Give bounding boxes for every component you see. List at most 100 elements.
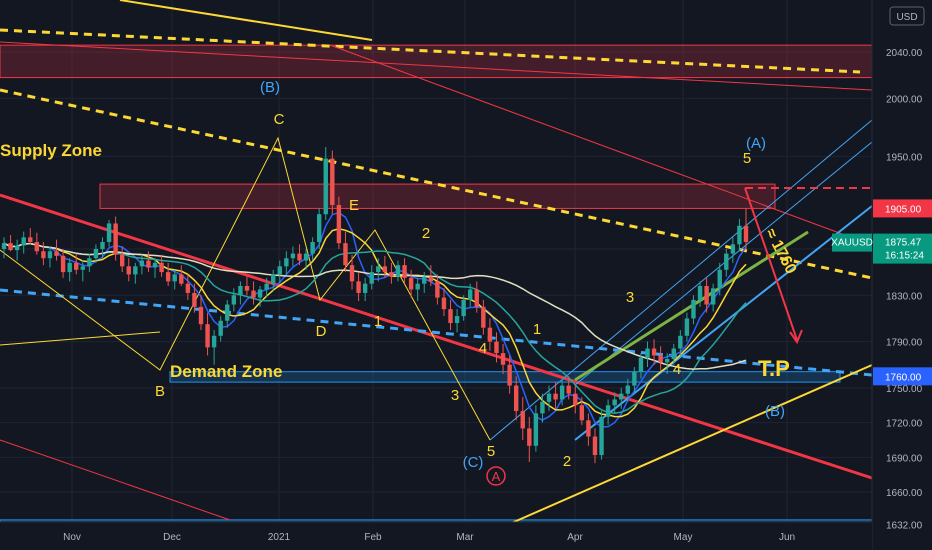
price-tick-label: 1750.00 [886,384,923,395]
time-tick-label: Jun [779,532,795,543]
candle-body [513,385,519,412]
candle-body [665,358,670,363]
price-tick-label: 1720.00 [886,419,923,430]
candle-body [225,304,230,321]
countdown-label: 16:15:24 [885,251,924,262]
price-tag [873,367,932,386]
candle-body [422,276,427,284]
time-tick-label: Dec [163,532,181,543]
candle-body [271,274,276,284]
candle-body [743,225,749,242]
candle-body [540,401,545,414]
candle-body [47,251,53,259]
candle-body [257,289,263,298]
wave-label: B [155,383,165,400]
candle-body [119,254,125,267]
candle-body [625,385,631,394]
candle-body [678,335,683,349]
candle-body [218,320,223,336]
candle-body [41,251,46,259]
candle-body [487,327,493,342]
candle-body [717,269,722,289]
wave-label-blue: (B) [765,403,785,420]
candle-body [481,306,486,328]
trend-line [0,28,861,74]
trend-line [0,88,873,280]
price-tick-label: 1830.00 [886,291,923,302]
wave-label: 2 [422,225,430,242]
candle-body [349,265,355,282]
candle-body [251,290,256,298]
wave-circle-a [486,466,506,486]
candle-body [566,385,571,394]
candle-body [54,251,59,256]
candle-body [93,248,99,259]
symbol-tag-label: XAUUSD [831,238,873,249]
currency-badge [889,6,925,26]
candle-body [74,262,79,270]
candle-body [316,214,322,242]
candle-body [704,286,709,305]
candle-body [494,341,499,354]
candle-body [691,299,696,319]
candle-body [658,355,663,363]
price-axis-bg [872,0,932,550]
wave-label: 3 [626,289,634,306]
price-tick-label: 1660.00 [886,488,923,499]
candle-body [264,283,269,290]
symbol-tag [832,233,872,252]
currency-label: USD [896,12,917,23]
price-tag-label: 1905.00 [885,204,922,215]
wave-label: E [349,197,359,214]
last-price-label: 1875.47 [885,238,922,249]
candle-body [172,274,177,282]
candle-body [284,258,289,267]
candle-body [192,292,197,307]
candle-body [415,283,420,290]
candle-body [106,223,112,242]
candle-body [113,223,118,255]
price-tick-label: 2040.00 [886,48,923,59]
candle-body [546,393,552,402]
candle-body [159,262,164,273]
candle-body [362,283,368,293]
candle-body [454,316,460,324]
target-arrow-head [789,329,803,345]
price-tick-label: 1950.00 [886,152,923,163]
candle-body [238,286,243,296]
time-tick-label: 2021 [268,532,291,543]
candle-body [336,204,342,244]
candle-body [185,283,191,293]
candle-body [277,266,282,275]
price-tick-label: 2000.00 [886,94,923,105]
trend-line [0,331,161,346]
candle-body [34,242,40,252]
candle-body [395,265,401,277]
candle-body [198,306,204,325]
candle-body [553,393,558,400]
candle-body [697,286,703,300]
candle-body [632,371,637,386]
candle-body [133,266,138,275]
candle-body [592,436,598,456]
candle-body [297,253,302,261]
wave-label: 4 [673,361,681,378]
candle-body [500,353,506,365]
candle-body [671,348,676,359]
candle-body [67,262,72,273]
candle-body [152,262,158,268]
candle-body [435,281,440,298]
price-tag [873,199,932,218]
wave-label: 2 [563,453,571,470]
trend-line [0,193,873,480]
candle-body [14,245,20,251]
candle-body [474,289,479,307]
last-price-tag [873,233,932,264]
zone-rect [99,183,776,209]
candle-body [179,274,184,284]
trend-line [0,288,873,377]
time-tick-label: Apr [567,532,583,543]
candle-body [408,277,414,290]
candle-body [507,364,512,386]
